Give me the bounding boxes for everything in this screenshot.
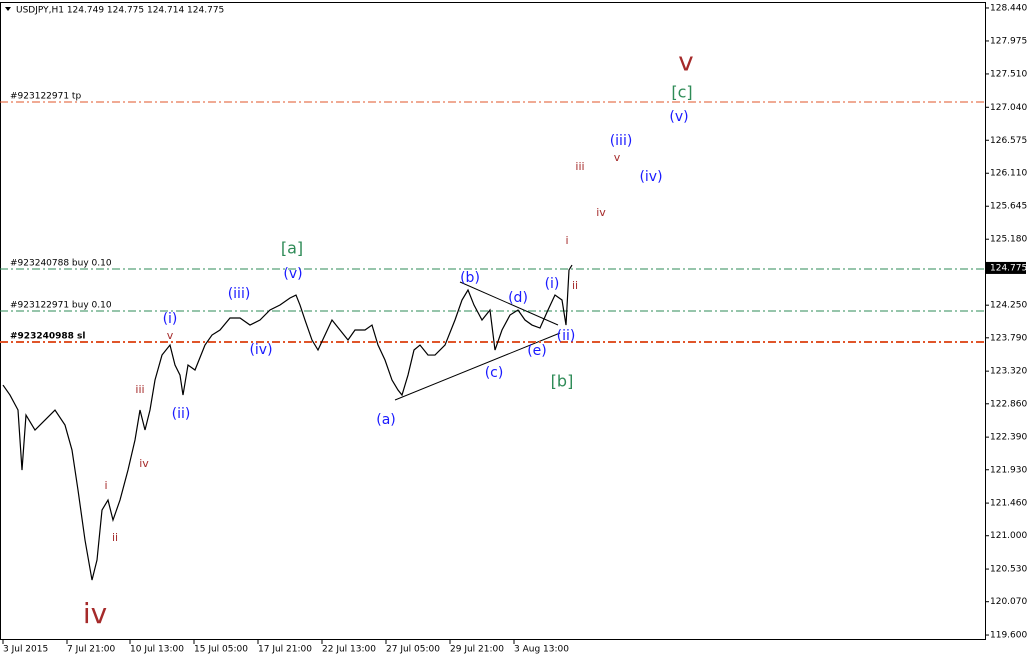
current-price-label: 124.775 (990, 263, 1027, 273)
order-label: #923240788 buy 0.10 (10, 259, 112, 269)
x-tick-label: 10 Jul 13:00 (130, 645, 184, 655)
wave-label: (iv) (639, 169, 662, 185)
y-tick-label: 119.600 (990, 631, 1027, 641)
y-tick-label: 121.930 (990, 465, 1027, 475)
y-tick-label: 127.975 (990, 36, 1027, 46)
triangle-lower (394, 332, 561, 401)
wave-label: iv (139, 457, 149, 470)
wave-label: (e) (527, 343, 547, 359)
wave-label: [b] (551, 372, 574, 391)
wave-label: (c) (485, 365, 504, 381)
y-tick-label: 126.575 (990, 136, 1027, 146)
wave-label: (iii) (228, 286, 251, 302)
wave-label: ii (572, 279, 578, 292)
x-tick-label: 17 Jul 21:00 (258, 645, 312, 655)
y-tick-label: 121.460 (990, 499, 1027, 509)
x-tick-label: 3 Aug 13:00 (514, 645, 569, 655)
wave-label: (iii) (610, 133, 633, 149)
wave-label: (v) (283, 266, 302, 282)
wave-label: iv (596, 206, 606, 219)
x-tick-label: 27 Jul 05:00 (386, 645, 440, 655)
wave-label: (v) (669, 109, 688, 125)
x-tick-label: 29 Jul 21:00 (450, 645, 504, 655)
wave-label: (ii) (557, 328, 576, 344)
x-tick-label: 15 Jul 05:00 (194, 645, 248, 655)
y-tick-label: 122.390 (990, 433, 1027, 443)
order-label: #923240988 sl (10, 332, 85, 342)
order-label: #923122971 buy 0.10 (10, 301, 112, 311)
current-price-box (986, 261, 1026, 274)
wave-label: i (565, 234, 568, 247)
plot-frame (0, 2, 986, 640)
order-label: #923122971 tp (10, 91, 81, 101)
y-tick-label: 120.070 (990, 597, 1027, 607)
x-tick-label: 3 Jul 2015 (3, 645, 48, 655)
wave-label: v (678, 47, 693, 77)
price-line (2, 264, 573, 581)
wave-label: (d) (508, 290, 528, 306)
y-tick-label: 121.000 (990, 531, 1027, 541)
y-tick-label: 127.510 (990, 69, 1027, 79)
y-tick-label: 123.790 (990, 333, 1027, 343)
y-tick-label: 128.440 (990, 3, 1027, 13)
y-tick-label: 120.530 (990, 565, 1027, 575)
wave-label: v (614, 151, 621, 164)
triangle-upper (459, 281, 559, 326)
wave-label: ii (112, 531, 118, 544)
wave-label: (iv) (249, 342, 272, 358)
wave-label: (i) (163, 311, 178, 327)
wave-label: i (104, 479, 107, 492)
wave-label: (a) (376, 412, 396, 428)
wave-label: [a] (281, 239, 303, 258)
y-tick-label: 125.180 (990, 235, 1027, 245)
wave-label: iii (575, 160, 584, 173)
menu-arrow (5, 7, 11, 11)
chart-title: USDJPY,H1 124.749 124.775 124.714 124.77… (16, 6, 224, 16)
wave-label: (b) (460, 270, 480, 286)
wave-label: v (167, 329, 174, 342)
y-tick-label: 125.645 (990, 202, 1027, 212)
y-tick-label: 123.320 (990, 367, 1027, 377)
y-tick-label: 127.040 (990, 103, 1027, 113)
y-tick-label: 126.110 (990, 169, 1027, 179)
x-tick-label: 7 Jul 21:00 (67, 645, 116, 655)
wave-label: iii (135, 383, 144, 396)
y-tick-label: 122.860 (990, 399, 1027, 409)
wave-label: iv (83, 597, 107, 630)
wave-label: (i) (545, 276, 560, 292)
wave-label: [c] (671, 83, 692, 102)
x-tick-label: 22 Jul 13:00 (322, 645, 376, 655)
y-tick-label: 124.250 (990, 301, 1027, 311)
wave-label: (ii) (172, 406, 191, 422)
